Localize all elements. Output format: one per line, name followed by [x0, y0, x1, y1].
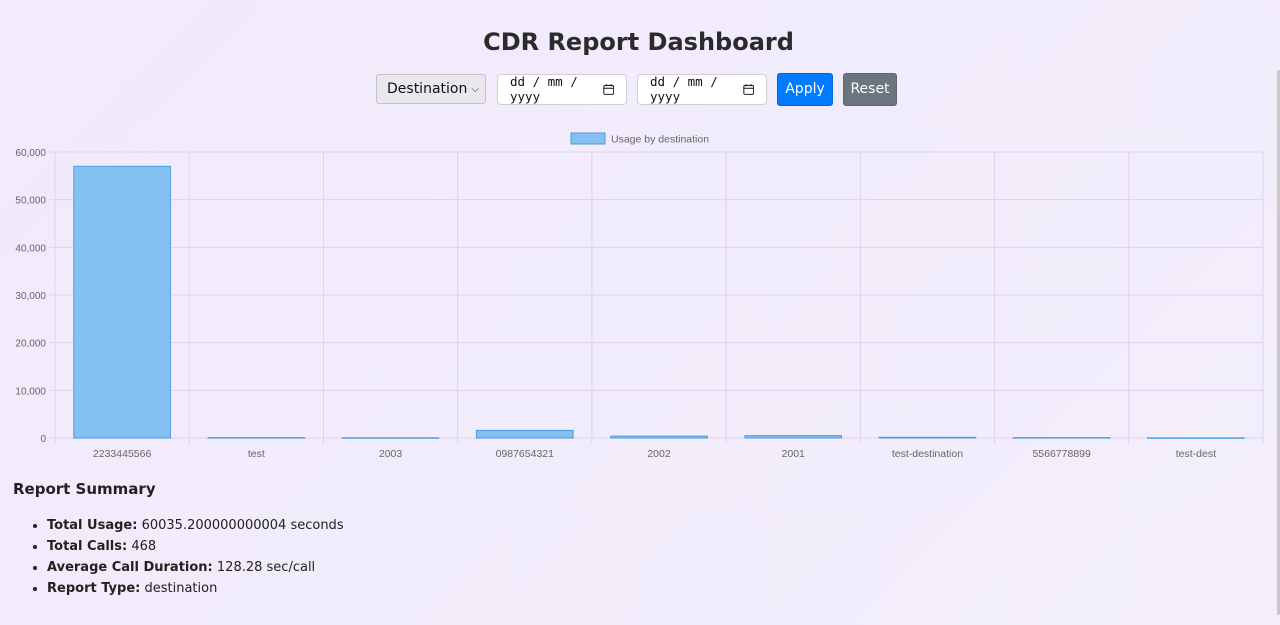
legend-swatch	[570, 132, 606, 145]
chevron-down-icon: ⌵	[471, 83, 479, 95]
end-date-placeholder: dd / mm / yyyy	[650, 74, 718, 104]
y-tick-label: 40,000	[15, 243, 46, 254]
calendar-icon[interactable]	[742, 83, 754, 96]
start-date-placeholder: dd / mm / yyyy	[510, 74, 578, 104]
y-tick-label: 10,000	[15, 386, 46, 397]
x-tick-label: 5566778899	[1032, 448, 1091, 460]
report-type-value: Destination	[387, 81, 468, 97]
vertical-scrollbar[interactable]	[1277, 70, 1280, 615]
y-tick-label: 20,000	[15, 339, 46, 350]
x-tick-label: test-destination	[892, 448, 963, 460]
bar	[1147, 437, 1245, 439]
x-tick-label: 2001	[782, 448, 806, 460]
summary-item: Total Calls: 468	[47, 536, 344, 557]
x-tick-label: 2002	[647, 448, 671, 460]
calendar-icon[interactable]	[602, 83, 614, 96]
bar	[1012, 437, 1111, 439]
filter-controls: Destination ⌵ dd / mm / yyyy dd / mm / y…	[376, 72, 897, 106]
summary-heading: Report Summary	[13, 480, 156, 498]
bar	[73, 165, 171, 439]
y-tick-label: 50,000	[15, 196, 46, 207]
report-summary: Report Summary Total Usage: 60035.200000…	[13, 480, 344, 599]
bar	[341, 437, 440, 439]
summary-item: Report Type: destination	[47, 578, 344, 599]
page-title: CDR Report Dashboard	[483, 28, 794, 56]
x-tick-label: 0987654321	[496, 448, 555, 460]
summary-item: Total Usage: 60035.200000000004 seconds	[47, 515, 344, 536]
start-date-input[interactable]: dd / mm / yyyy	[497, 73, 627, 105]
y-tick-label: 0	[40, 434, 46, 445]
report-type-select[interactable]: Destination ⌵	[376, 74, 486, 104]
y-tick-label: 30,000	[15, 291, 46, 302]
bar	[207, 437, 306, 439]
reset-button[interactable]: Reset	[843, 72, 897, 106]
summary-list: Total Usage: 60035.200000000004 seconds …	[13, 515, 344, 599]
apply-button[interactable]: Apply	[777, 72, 833, 106]
bar	[475, 429, 574, 439]
usage-bar-chart: 0 10,000 20,000 30,000 40,000 50,000 60,000 223…	[15, 132, 1264, 460]
summary-item: Average Call Duration: 128.28 sec/call	[47, 557, 344, 578]
end-date-input[interactable]: dd / mm / yyyy	[637, 73, 767, 105]
y-tick-label: 60,000	[15, 148, 46, 159]
x-tick-label: test	[248, 448, 265, 460]
bar	[878, 436, 977, 439]
x-tick-label: test-dest	[1176, 448, 1216, 460]
bar	[610, 435, 708, 439]
bar	[744, 435, 843, 439]
x-tick-label: 2003	[379, 448, 403, 460]
x-tick-label: 2233445566	[93, 448, 152, 460]
legend-label: Usage by destination	[611, 134, 709, 146]
